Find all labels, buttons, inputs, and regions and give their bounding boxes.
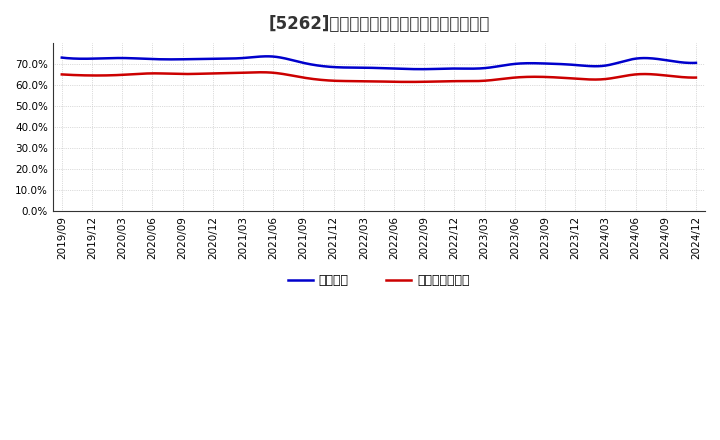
固定長期適合率 xyxy=(679,74,688,80)
固定比率 xyxy=(692,60,701,66)
固定長期適合率 xyxy=(438,79,446,84)
固定長期適合率 xyxy=(692,75,701,80)
固定長期適合率 xyxy=(364,79,372,84)
固定比率 xyxy=(679,60,688,65)
固定比率 xyxy=(438,66,446,71)
Line: 固定比率: 固定比率 xyxy=(62,56,696,69)
固定比率 xyxy=(402,66,410,72)
固定長期適合率 xyxy=(580,77,588,82)
固定比率 xyxy=(417,66,426,72)
Title: [5262]　固定比率、固定長期適合率の推移: [5262] 固定比率、固定長期適合率の推移 xyxy=(268,15,490,33)
固定長期適合率 xyxy=(402,79,410,84)
固定長期適合率 xyxy=(360,78,369,84)
Legend: 固定比率, 固定長期適合率: 固定比率, 固定長期適合率 xyxy=(283,269,475,292)
固定比率 xyxy=(264,54,272,59)
固定比率 xyxy=(580,63,588,68)
固定長期適合率 xyxy=(257,70,266,75)
固定比率 xyxy=(58,55,66,60)
固定比率 xyxy=(360,65,369,70)
固定長期適合率 xyxy=(405,79,413,84)
固定長期適合率 xyxy=(58,72,66,77)
Line: 固定長期適合率: 固定長期適合率 xyxy=(62,72,696,82)
固定比率 xyxy=(364,65,372,70)
